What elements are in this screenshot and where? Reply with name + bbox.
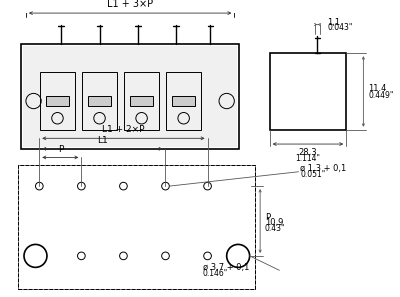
Text: P: P <box>265 213 270 222</box>
Bar <box>40 72 75 130</box>
Text: L1: L1 <box>97 136 108 145</box>
Text: P: P <box>58 145 63 154</box>
Text: 0.043": 0.043" <box>327 23 352 32</box>
Bar <box>23 45 237 147</box>
Bar <box>124 72 159 130</box>
Text: ø 3,7 + 0,1: ø 3,7 + 0,1 <box>203 263 249 272</box>
Bar <box>18 165 255 289</box>
Text: L1 + 3×P: L1 + 3×P <box>107 0 153 9</box>
Bar <box>46 96 69 106</box>
Text: 28,3: 28,3 <box>299 148 317 157</box>
Bar <box>130 96 153 106</box>
Text: 0.449": 0.449" <box>368 91 394 100</box>
Text: ø 1,3 + 0,1: ø 1,3 + 0,1 <box>300 165 346 173</box>
Bar <box>21 44 239 149</box>
Text: L1 + 2×P: L1 + 2×P <box>102 126 145 135</box>
Text: 1.114": 1.114" <box>296 154 320 162</box>
Text: 11.4: 11.4 <box>368 84 386 93</box>
Text: 10,9: 10,9 <box>265 218 283 228</box>
Text: 0.146": 0.146" <box>203 268 228 278</box>
Text: 0.051": 0.051" <box>300 170 326 179</box>
Bar <box>166 72 201 130</box>
Bar <box>18 165 255 289</box>
Bar <box>270 53 346 130</box>
Text: 1,1: 1,1 <box>327 18 340 27</box>
Bar <box>88 96 111 106</box>
Text: 0.43": 0.43" <box>265 224 286 233</box>
Bar <box>82 72 117 130</box>
Bar <box>172 96 195 106</box>
